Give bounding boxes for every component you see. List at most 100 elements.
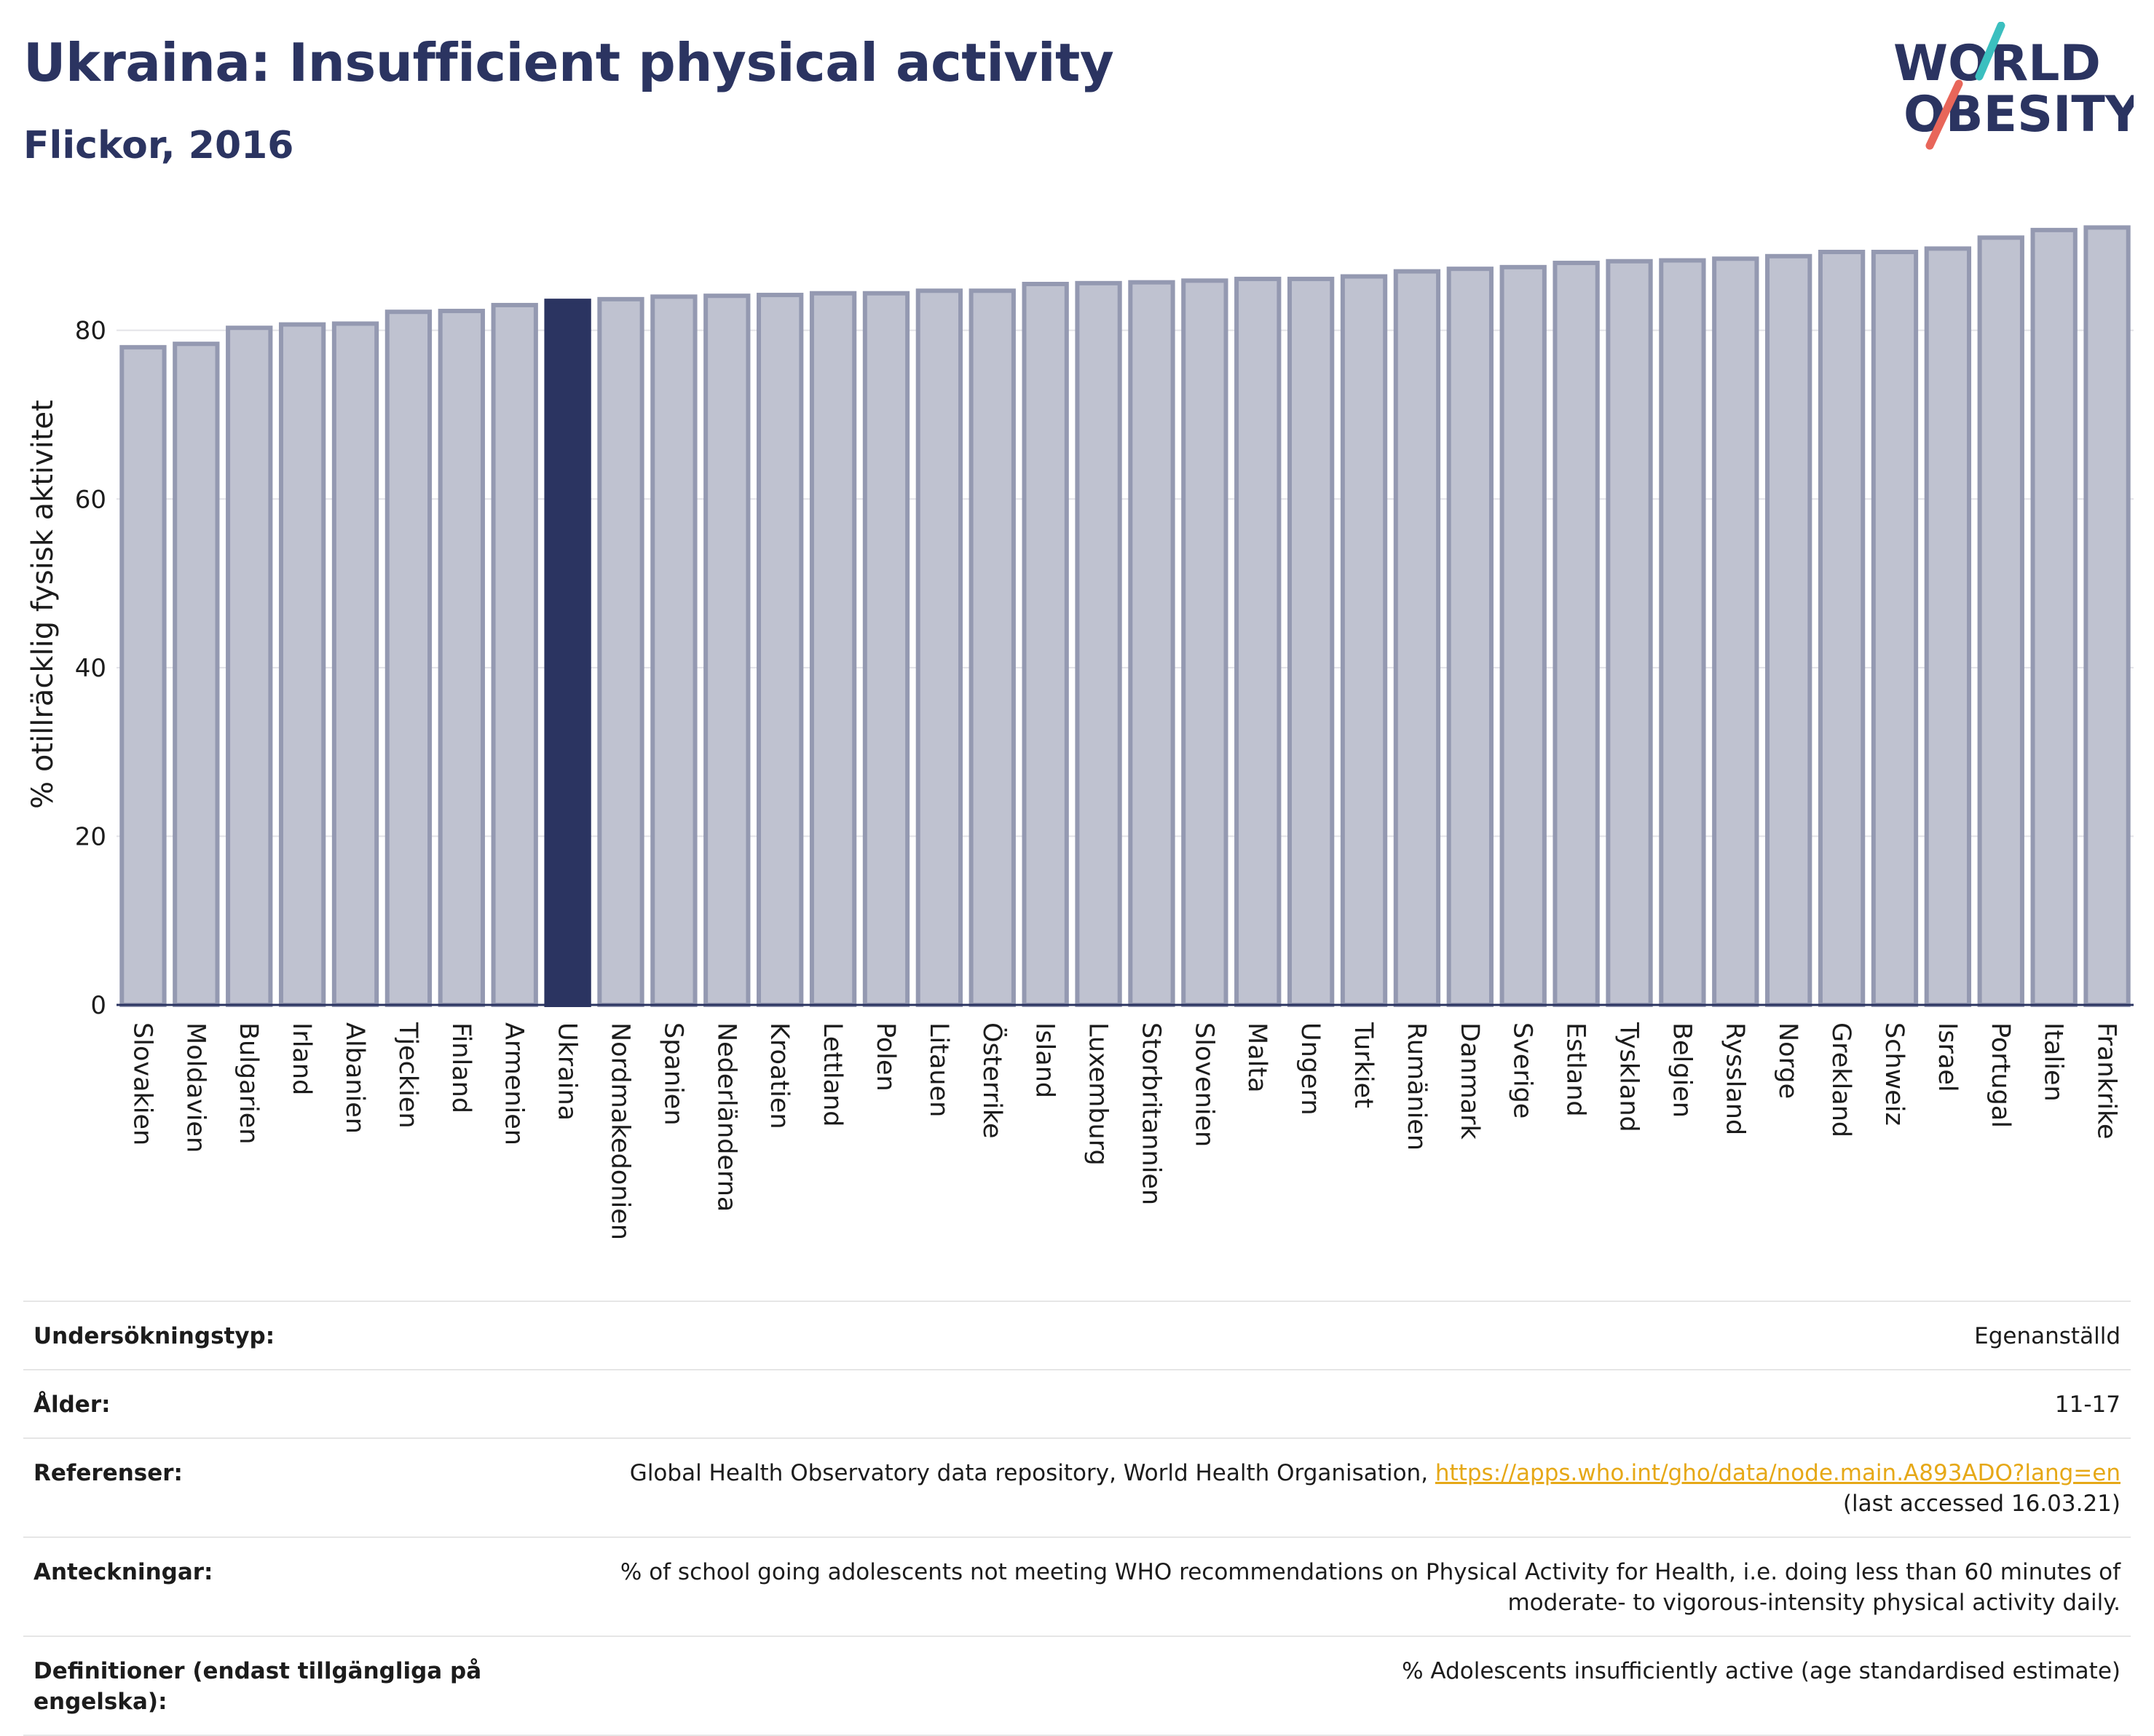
bar — [757, 293, 804, 1008]
x-tick-label: Island — [1030, 1022, 1060, 1098]
x-tick-label: Ukraina — [553, 1022, 582, 1121]
bar — [597, 296, 644, 1007]
reference-text: Global Health Observatory data repositor… — [629, 1460, 1435, 1486]
x-tick-label: Bulgarien — [234, 1022, 263, 1144]
meta-row-references: Referenser: Global Health Observatory da… — [23, 1437, 2131, 1536]
meta-key: Ålder: — [33, 1392, 111, 1418]
bar — [1553, 261, 1600, 1008]
x-tick-label: Estland — [1561, 1022, 1590, 1117]
bar — [1499, 264, 1547, 1007]
x-tick-label: Tyskland — [1614, 1022, 1644, 1132]
logo-teal-slash — [1975, 22, 2005, 81]
y-tick-label: 80 — [75, 317, 106, 346]
bar — [1022, 282, 1069, 1007]
bar — [1712, 256, 1759, 1007]
bar — [650, 294, 698, 1007]
bar-highlight — [544, 299, 591, 1007]
meta-key: Undersökningstyp: — [33, 1323, 275, 1349]
x-tick-label: Sverige — [1508, 1022, 1537, 1118]
x-tick-label: Nordmakedonien — [606, 1022, 635, 1240]
bar — [226, 326, 273, 1008]
x-tick-label: Slovenien — [1189, 1022, 1218, 1147]
x-tick-label: Albanien — [340, 1022, 369, 1134]
y-tick-label: 20 — [75, 822, 106, 851]
axis-layer: 0 20 40 60 80 Slovakien Moldavien Bulgarien Irla… — [75, 317, 2134, 1240]
bar — [331, 321, 379, 1007]
notes-line-1: % of school going adolescents not meetin… — [620, 1559, 2121, 1585]
meta-row-definitions: Definitioner (endast tillgängliga på eng… — [23, 1636, 2131, 1736]
notes-line-2: moderate- to vigorous-intensity physical… — [1507, 1590, 2121, 1616]
bar — [1128, 280, 1175, 1007]
bar — [1606, 259, 1653, 1008]
x-tick-label: Danmark — [1455, 1022, 1484, 1140]
x-tick-label: Slovakien — [127, 1022, 157, 1145]
x-tick-label: Luxemburg — [1084, 1022, 1113, 1166]
meta-row-survey-type: Undersökningstyp: Egenanställd — [23, 1301, 2131, 1369]
reference-accessed: (last accessed 16.03.21) — [1842, 1491, 2121, 1517]
x-tick-label: Belgien — [1667, 1022, 1696, 1118]
meta-key: Definitioner (endast tillgängliga på eng… — [33, 1658, 482, 1715]
bar — [1765, 253, 1812, 1008]
bar — [1234, 277, 1282, 1008]
x-tick-label: Lettland — [818, 1022, 847, 1127]
bar — [2083, 225, 2131, 1008]
meta-value: Egenanställd — [1974, 1323, 2121, 1349]
x-tick-label: Rumänien — [1402, 1022, 1431, 1151]
x-tick-label: Polen — [871, 1022, 900, 1092]
x-tick-label: Norge — [1773, 1022, 1802, 1099]
meta-value: % of school going adolescents not meetin… — [500, 1557, 2121, 1618]
y-tick-label: 60 — [75, 485, 106, 514]
x-tick-label: Italien — [2039, 1022, 2068, 1102]
x-tick-label: Irland — [287, 1022, 316, 1095]
bars-layer — [119, 225, 2131, 1008]
meta-row-age: Ålder: 11-17 — [23, 1369, 2131, 1437]
world-obesity-logo: WORLD OBESITY — [1893, 22, 2134, 150]
x-tick-label: Nederländerna — [711, 1022, 741, 1212]
reference-link[interactable]: https://apps.who.int/gho/data/node.main.… — [1435, 1460, 2121, 1486]
y-tick-label: 40 — [75, 654, 106, 683]
x-tick-label: Malta — [1242, 1022, 1271, 1093]
bar — [1924, 246, 1972, 1007]
bar — [1340, 274, 1388, 1008]
meta-value: Global Health Observatory data repositor… — [500, 1458, 2121, 1519]
bar — [1446, 267, 1494, 1007]
bar — [491, 302, 538, 1007]
x-tick-label: Grekland — [1826, 1022, 1855, 1137]
x-tick-label: Österrike — [977, 1022, 1008, 1138]
bar — [1659, 258, 1706, 1008]
bar — [1393, 269, 1441, 1007]
bar — [1287, 277, 1335, 1008]
x-tick-label: Ungern — [1295, 1022, 1325, 1116]
bar — [915, 288, 963, 1007]
bar-chart: 0 20 40 60 80 Slovakien Moldavien Bulgarien Irla… — [26, 225, 2134, 1240]
meta-key: Referenser: — [33, 1460, 183, 1486]
bar — [119, 344, 167, 1007]
x-tick-label: Frankrike — [2092, 1022, 2121, 1140]
bar — [1818, 250, 1866, 1007]
x-tick-label: Moldavien — [181, 1022, 210, 1153]
x-tick-label: Portugal — [1986, 1022, 2015, 1128]
bar — [968, 288, 1016, 1007]
x-tick-label: Storbritannien — [1136, 1022, 1165, 1205]
metadata-table: Undersökningstyp: Egenanställd Ålder: 11… — [23, 1301, 2131, 1736]
bar — [2030, 227, 2078, 1007]
page-subtitle: Flickor, 2016 — [23, 124, 294, 167]
bar — [862, 291, 910, 1008]
meta-value: 11-17 — [2054, 1392, 2121, 1418]
bar — [1181, 278, 1228, 1007]
meta-key: Anteckningar: — [33, 1559, 213, 1585]
bar — [1871, 250, 1919, 1007]
bar — [278, 322, 326, 1008]
page-title: Ukraina: Insufficient physical activity — [23, 32, 1114, 93]
bar — [173, 342, 220, 1008]
bar — [384, 309, 433, 1008]
x-tick-label: Finland — [446, 1022, 476, 1113]
x-tick-label: Kroatien — [765, 1022, 794, 1129]
meta-row-notes: Anteckningar: % of school going adolesce… — [23, 1536, 2131, 1636]
bar — [809, 291, 857, 1008]
bar — [1977, 235, 2024, 1007]
x-tick-label: Litauen — [924, 1022, 953, 1117]
logo-red-slash — [1925, 79, 1963, 150]
x-tick-label: Israel — [1933, 1022, 1962, 1092]
x-tick-label: Schweiz — [1879, 1022, 1909, 1126]
